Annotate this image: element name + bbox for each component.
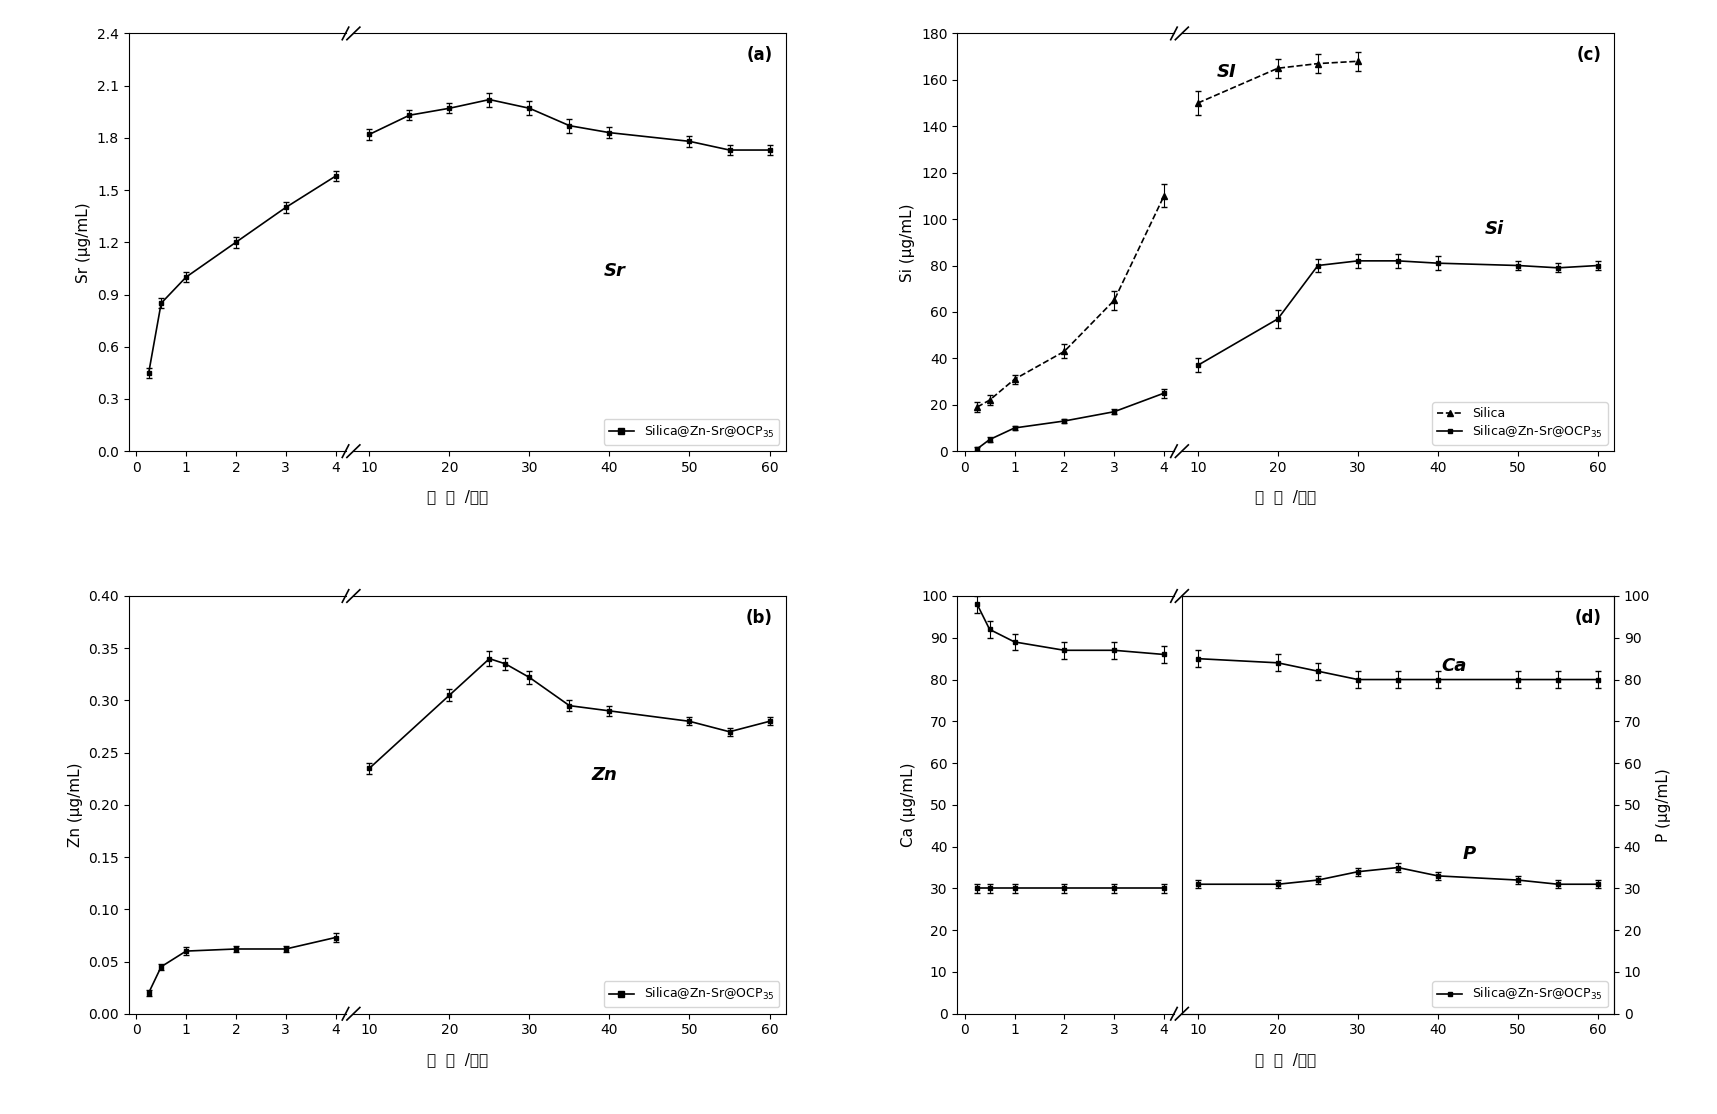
Text: 时  间  /小时: 时 间 /小时	[1255, 489, 1317, 505]
Text: SI: SI	[1216, 62, 1236, 80]
Legend: Silica, Silica@Zn-Sr@OCP$_{35}$: Silica, Silica@Zn-Sr@OCP$_{35}$	[1432, 402, 1607, 444]
Text: (d): (d)	[1574, 608, 1600, 626]
Text: 时  间  /小时: 时 间 /小时	[1255, 1052, 1317, 1067]
Y-axis label: P (μg/mL): P (μg/mL)	[1655, 768, 1671, 842]
Legend: Silica@Zn-Sr@OCP$_{35}$: Silica@Zn-Sr@OCP$_{35}$	[1432, 981, 1607, 1007]
Text: Ca: Ca	[1441, 657, 1466, 675]
Y-axis label: Zn (μg/mL): Zn (μg/mL)	[67, 763, 82, 847]
Legend: Silica@Zn-Sr@OCP$_{35}$: Silica@Zn-Sr@OCP$_{35}$	[604, 419, 780, 444]
Y-axis label: Ca (μg/mL): Ca (μg/mL)	[901, 763, 915, 847]
Y-axis label: Si (μg/mL): Si (μg/mL)	[900, 203, 915, 282]
Text: (a): (a)	[747, 46, 773, 63]
Text: Si: Si	[1483, 219, 1504, 238]
Text: (b): (b)	[745, 608, 773, 626]
Text: (c): (c)	[1576, 46, 1600, 63]
Text: Sr: Sr	[604, 262, 627, 280]
Y-axis label: Sr (μg/mL): Sr (μg/mL)	[76, 202, 91, 283]
Text: 时  间  /小时: 时 间 /小时	[426, 489, 488, 505]
Text: Zn: Zn	[591, 765, 616, 784]
Legend: Silica@Zn-Sr@OCP$_{35}$: Silica@Zn-Sr@OCP$_{35}$	[604, 981, 780, 1007]
Text: 时  间  /小时: 时 间 /小时	[426, 1052, 488, 1067]
Text: P: P	[1463, 846, 1477, 863]
